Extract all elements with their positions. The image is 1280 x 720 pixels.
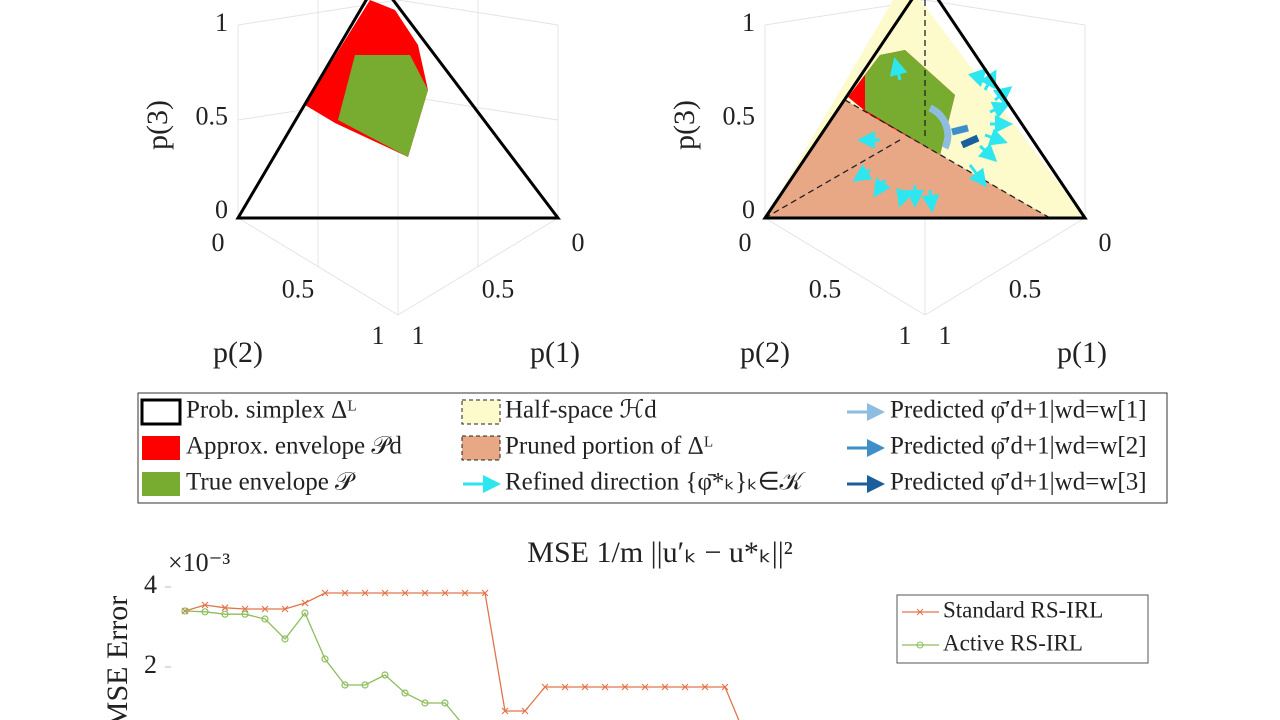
point [301,599,309,607]
legend-text: Predicted φ̄′d+1|wd=w[3] [890,469,1147,496]
tick-label: 0.5 [282,274,315,303]
legend-text: Refined direction {φ̄*ₖ}ₖ∈𝒦 [505,469,806,496]
point [181,607,189,615]
simplex-right [762,0,1088,316]
legend-text: Pruned portion of Δᴸ [505,433,713,460]
point [241,610,249,618]
point [721,683,729,691]
tick-label: 1 [215,8,228,37]
tick-label: 0.5 [1009,274,1042,303]
legend-label: Standard RS-IRL [943,597,1103,622]
point [201,608,209,616]
simplex-left [235,0,562,316]
tick-label: 0.5 [482,274,515,303]
tick-label: 1 [939,321,952,350]
axis-label: p(1) [1057,336,1107,369]
series-line [184,592,740,720]
tick-label: 1 [372,321,385,350]
point [481,589,489,597]
point [381,671,389,679]
tick-label: 0.5 [809,274,842,303]
point [561,683,569,691]
legend: Prob. simplex Δᴸ Approx. envelope 𝒫d Tru… [137,392,1168,504]
legend-label: Active RS-IRL [943,630,1083,655]
point [441,589,449,597]
legend-text: Predicted φ̄′d+1|wd=w[2] [890,433,1147,460]
legend-marker [916,641,924,649]
point [281,635,289,643]
tick-label: 0 [742,195,755,224]
point [401,689,409,697]
point [361,589,369,597]
y-axis-label: MSE Error [101,596,134,720]
tick-label: 0 [212,228,225,257]
point [501,707,509,715]
point [321,589,329,597]
legend-text: True envelope 𝒫 [186,469,356,496]
point [521,707,529,715]
point [641,683,649,691]
legend-text: Approx. envelope 𝒫d [186,433,402,460]
point [301,609,309,617]
point [261,615,269,623]
point [341,589,349,597]
legend-text: Half-space ℋd [505,397,657,424]
tick-label: 0 [1099,228,1112,257]
tick-label: 0 [739,228,752,257]
point [461,589,469,597]
point [441,699,449,707]
y-tick-label: 4 [144,570,157,599]
legend-text: Prob. simplex Δᴸ [186,397,357,424]
tick-label: 0 [572,228,585,257]
point [341,681,349,689]
point [241,605,249,613]
y-tick-label: 2 [144,650,157,679]
tick-label: 0.5 [723,101,756,130]
chart-legend [896,594,1149,664]
axis-label: p(2) [740,336,790,369]
y-multiplier: ×10⁻³ [168,548,230,577]
point [201,601,209,609]
legend-marker [916,608,924,616]
point [661,683,669,691]
point [421,589,429,597]
axis-label: p(3) [141,100,174,150]
legend-text: Predicted φ̄′d+1|wd=w[1] [890,397,1147,424]
point [361,681,369,689]
point [581,683,589,691]
tick-label: 1 [742,8,755,37]
tick-label: 1 [899,321,912,350]
tick-label: 1 [412,321,425,350]
point [401,589,409,597]
tick-label: 0 [215,195,228,224]
point [701,683,709,691]
axis-label: p(2) [213,336,263,369]
point [681,683,689,691]
point [421,699,429,707]
axis-label: p(3) [668,100,701,150]
axis-label: p(1) [530,336,580,369]
point [381,589,389,597]
chart-title: MSE 1/m ||u′ₖ − u*ₖ||² [527,536,792,569]
point [221,604,229,612]
point [601,683,609,691]
point [541,683,549,691]
point [621,683,629,691]
series-line [184,610,461,720]
point [261,605,269,613]
point [221,610,229,618]
point [321,655,329,663]
tick-label: 0.5 [196,101,229,130]
point [281,605,289,613]
